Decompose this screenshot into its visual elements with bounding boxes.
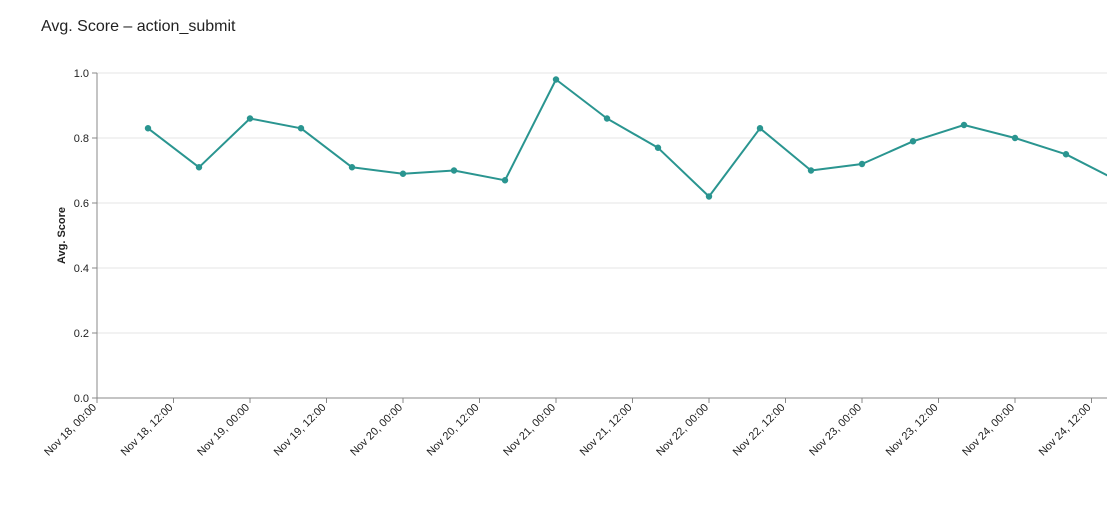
x-tick-label: Nov 22, 00:00 [654,402,711,459]
data-point [858,160,866,168]
axes: 0.0 0.2 0.4 0.6 0.8 1.0 Nov 18, 00:00 Nov 18, 1… [42,68,1107,459]
data-point [1011,134,1019,142]
data-point [450,167,458,174]
gridlines [97,72,1107,334]
data-point [144,125,152,132]
x-tick-label: Nov 21, 12:00 [578,402,635,459]
x-tick-label: Nov 18, 00:00 [42,402,99,459]
data-point [1062,151,1070,158]
y-tick-label: 0.2 [74,328,89,340]
y-tick-label: 0.8 [74,133,89,145]
data-point [756,125,764,132]
data-point [552,76,560,83]
data-point [705,193,713,200]
y-axis-title: Avg. Score [56,207,68,264]
chart-title: Avg. Score – action_submit [41,18,236,35]
x-tick-label: Nov 20, 00:00 [348,402,405,459]
x-tick-label: Nov 24, 00:00 [960,402,1017,459]
x-tick-label: Nov 24, 12:00 [1037,402,1094,459]
data-point [603,115,611,122]
x-tick-label: Nov 19, 12:00 [272,402,329,459]
y-tick-label: 0.6 [74,198,89,210]
x-tick-label: Nov 21, 00:00 [501,402,558,459]
data-point [297,125,305,132]
x-tick-label: Nov 23, 12:00 [884,402,941,459]
y-tick-label: 0.4 [74,263,89,275]
x-tick-label: Nov 23, 00:00 [807,402,864,459]
data-point [960,121,968,129]
x-tick-label: Nov 20, 12:00 [425,402,482,459]
data-point [348,164,356,171]
y-tick-label: 0.0 [74,393,89,405]
data-point [654,144,662,151]
series-line [147,78,1107,198]
x-tick-label: Nov 22, 12:00 [731,402,788,459]
data-point [246,115,254,122]
y-tick-label: 1.0 [74,68,89,80]
data-point [909,138,917,145]
x-tick-label: Nov 18, 12:00 [119,402,176,459]
series-layer [144,76,1107,200]
data-point [807,167,815,174]
data-point [501,177,509,184]
data-point [399,170,407,177]
data-point [195,164,203,171]
x-tick-label: Nov 19, 00:00 [195,402,252,459]
